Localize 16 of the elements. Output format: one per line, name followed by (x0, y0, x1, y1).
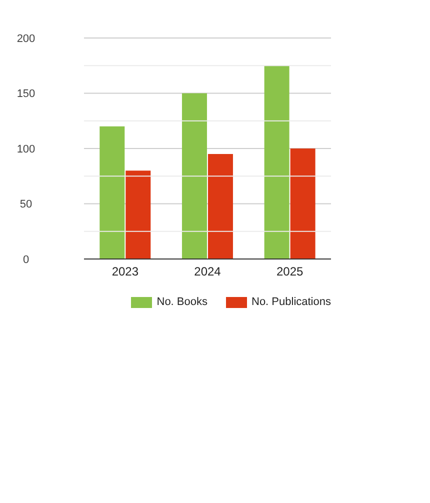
bar (182, 93, 207, 259)
bar (126, 170, 151, 259)
y-tick-label: 0 (22, 254, 30, 266)
x-tick-label: 2025 (276, 264, 304, 279)
bar (290, 148, 316, 259)
y-tick-label: 50 (20, 198, 32, 211)
y-tick-label: 100 (16, 143, 36, 156)
y-tick-label: 200 (16, 32, 36, 45)
bar (208, 154, 233, 259)
y-tick-label: 150 (16, 88, 36, 100)
bar (264, 66, 290, 259)
bar (100, 126, 125, 259)
x-tick-label: 2024 (194, 264, 222, 279)
x-tick-label: 2023 (112, 264, 139, 279)
legend-label: No. Books (156, 296, 208, 308)
legend-label: No. Publications (252, 296, 331, 308)
